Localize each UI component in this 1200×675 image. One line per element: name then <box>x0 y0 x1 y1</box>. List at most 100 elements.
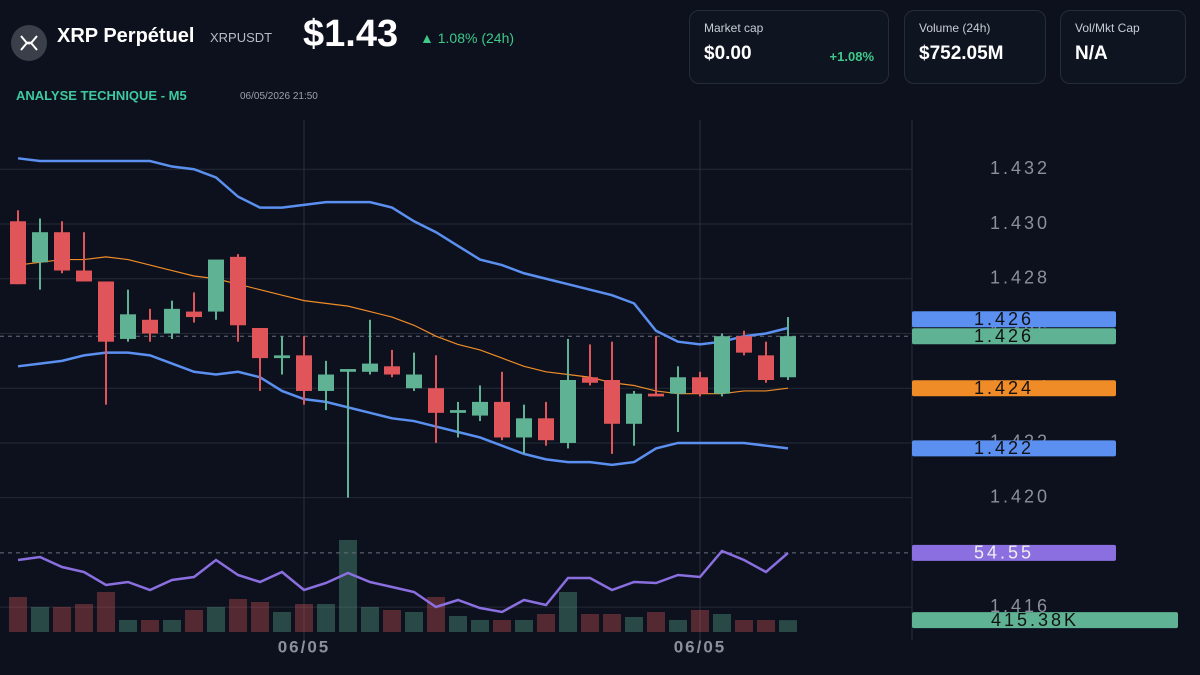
volume-bar <box>229 599 247 632</box>
volume-bar <box>317 604 335 632</box>
volume-bar <box>141 620 159 632</box>
volume-bar <box>9 597 27 632</box>
price-tag-label: 415.38K <box>991 610 1079 630</box>
candle-body <box>692 377 708 394</box>
volume-bar <box>273 612 291 632</box>
card-value: N/A <box>1075 43 1108 64</box>
price-tag <box>912 328 1116 345</box>
candle-body <box>494 401 510 438</box>
title: XRP Perpétuel <box>57 25 195 47</box>
volume-bar <box>405 612 423 632</box>
volume-bar <box>713 614 731 632</box>
card-label: Market cap <box>704 21 764 35</box>
price-tag <box>912 311 1116 328</box>
volume-bar <box>339 540 357 632</box>
price-tag <box>912 440 1116 457</box>
volume-bar <box>603 614 621 632</box>
volume-bar <box>669 620 687 632</box>
volume-bar <box>537 614 555 632</box>
volume-bar <box>691 610 709 632</box>
candle-body <box>142 319 158 334</box>
volume-bar <box>31 607 49 632</box>
volume-bar <box>625 617 643 632</box>
candle-body <box>670 377 686 394</box>
candle-body <box>274 355 290 359</box>
price-tag-label: 1.422 <box>974 438 1034 458</box>
candle-body <box>98 281 114 342</box>
y-tick-label: 1.420 <box>990 486 1050 506</box>
price-tag-label: 1.426 <box>974 326 1034 346</box>
volume-bar <box>119 620 137 632</box>
volume-bar <box>361 607 379 632</box>
volume-bar <box>383 610 401 632</box>
volume-bar <box>251 602 269 632</box>
candle-body <box>582 377 598 383</box>
candle-body <box>648 393 664 397</box>
candle-body <box>472 401 488 416</box>
candle-body <box>362 363 378 372</box>
indicator-line <box>17 157 789 346</box>
section-title: ANALYSE TECHNIQUE - M5 <box>16 88 187 103</box>
candle-body <box>758 355 774 380</box>
candle-body <box>714 336 730 394</box>
candle-body <box>406 374 422 389</box>
candle-body <box>450 410 466 413</box>
volume-bar <box>185 610 203 632</box>
volume-bar <box>97 592 115 632</box>
candle-body <box>780 336 796 378</box>
x-tick-label: 06/05 <box>674 637 727 656</box>
volume-bar <box>647 612 665 632</box>
volume-bar <box>207 607 225 632</box>
volume-bar <box>735 620 753 632</box>
volume-bar <box>75 604 93 632</box>
candle-body <box>318 374 334 391</box>
card-value: $0.00 <box>704 43 752 64</box>
symbol: XRPUSDT <box>210 30 273 45</box>
candle-body <box>384 366 400 375</box>
candle-body <box>54 232 70 271</box>
card: Volume (24h) $752.05M <box>904 10 1046 84</box>
volume-bar <box>163 620 181 632</box>
volume-bar <box>471 620 489 632</box>
y-tick-label: 1.432 <box>990 158 1050 178</box>
volume-bar <box>515 620 533 632</box>
candle-body <box>10 221 26 285</box>
volume-bar <box>581 614 599 632</box>
price-tag-label: 1.426 <box>974 309 1034 329</box>
rsi-line <box>17 549 789 614</box>
price-tag <box>912 612 1178 629</box>
candle-body <box>538 418 554 441</box>
price-tag-label: 1.424 <box>974 378 1034 398</box>
candle-body <box>76 270 92 282</box>
volume-bar <box>779 620 797 632</box>
card: Vol/Mkt Cap N/A <box>1060 10 1186 84</box>
price-tag <box>912 380 1116 397</box>
x-tick-label: 06/05 <box>278 637 331 656</box>
volume-bar <box>53 607 71 632</box>
indicator-line <box>17 351 789 467</box>
volume-bar <box>295 604 313 632</box>
indicator-line <box>17 256 789 395</box>
candle-body <box>252 328 268 359</box>
price: $1.43 <box>303 13 399 55</box>
candle-body <box>340 369 356 372</box>
price-change: ▲ 1.08% (24h) <box>420 30 515 46</box>
volume-bar <box>757 620 775 632</box>
candle-body <box>32 232 48 263</box>
candle-body <box>164 308 180 334</box>
card-change: +1.08% <box>829 49 874 64</box>
candle-body <box>560 380 576 443</box>
candle-body <box>428 388 444 413</box>
card-value: $752.05M <box>919 43 1004 64</box>
y-tick-label: 1.428 <box>990 267 1050 287</box>
candle-body <box>230 256 246 326</box>
price-tag <box>912 544 1116 561</box>
price-tag-label: 54.55 <box>974 543 1034 563</box>
candle-body <box>186 311 202 318</box>
logo-icon <box>20 35 38 51</box>
candle-body <box>296 355 312 391</box>
card: Market cap $0.00 +1.08% <box>689 10 889 84</box>
card-label: Volume (24h) <box>919 21 991 35</box>
